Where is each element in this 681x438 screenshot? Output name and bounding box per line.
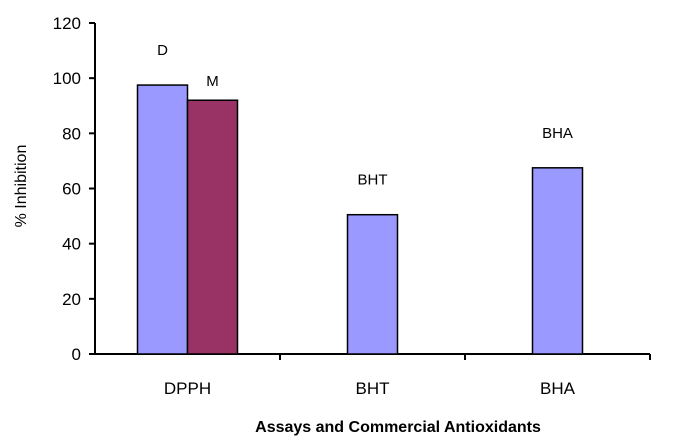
bars <box>136 84 584 355</box>
bar-data-label: M <box>206 73 219 90</box>
y-tick-label: 40 <box>62 235 81 254</box>
category-label: BHA <box>540 379 576 398</box>
x-axis-title: Assays and Commercial Antioxidants <box>255 419 541 436</box>
labels: DPPH BHT BHA D M BHT BHA <box>157 42 576 398</box>
y-tick-label: 120 <box>53 14 81 33</box>
y-tick-label: 0 <box>72 345 81 364</box>
bar-data-label: BHA <box>542 125 573 142</box>
y-tick-label: 20 <box>62 290 81 309</box>
category-label: BHT <box>356 379 390 398</box>
bar-data-label: D <box>157 42 168 59</box>
bar <box>136 84 189 355</box>
bar <box>186 99 239 355</box>
y-tick-label: 60 <box>62 180 81 199</box>
category-label: DPPH <box>164 379 211 398</box>
bar <box>531 167 584 355</box>
y-axis-title: % Inhibition <box>13 145 30 228</box>
bar <box>346 213 399 355</box>
y-tick-label: 80 <box>62 124 81 143</box>
bar-data-label: BHT <box>358 172 388 189</box>
y-tick-label: 100 <box>53 69 81 88</box>
